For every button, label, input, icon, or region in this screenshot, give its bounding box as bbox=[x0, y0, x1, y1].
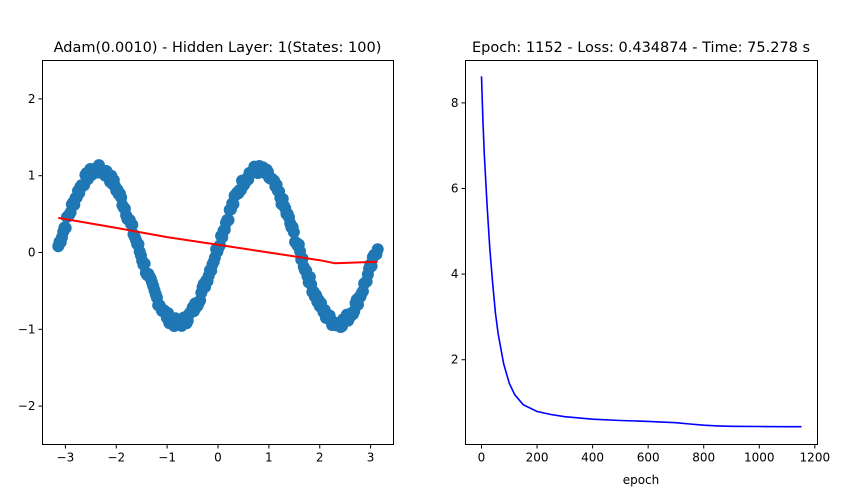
right-x-tick-label: 0 bbox=[478, 451, 486, 465]
right-x-tick-label: 800 bbox=[692, 451, 715, 465]
left-plot-title: Adam(0.0010) - Hidden Layer: 1(States: 1… bbox=[54, 40, 382, 56]
left-y-tick-label: 0 bbox=[28, 246, 36, 260]
loss-curve bbox=[480, 76, 802, 428]
scatter-point bbox=[365, 260, 378, 273]
left-panel: Adam(0.0010) - Hidden Layer: 1(States: 1… bbox=[18, 40, 394, 465]
scatter-point bbox=[287, 226, 300, 239]
right-y-tick-label: 2 bbox=[451, 353, 459, 367]
scatter-point bbox=[126, 218, 139, 231]
right-plot-title: Epoch: 1152 - Loss: 0.434874 - Time: 75.… bbox=[472, 40, 810, 56]
left-y-tick-label: 2 bbox=[28, 92, 36, 106]
left-x-tick-label: −2 bbox=[107, 451, 125, 465]
left-x-tick-label: −1 bbox=[158, 451, 176, 465]
left-y-tick-label: 1 bbox=[28, 169, 36, 183]
left-x-tick-label: 0 bbox=[214, 451, 222, 465]
left-x-tick-label: 2 bbox=[316, 451, 324, 465]
right-x-tick-label: 1200 bbox=[800, 451, 831, 465]
scatter-points bbox=[52, 159, 384, 334]
right-plot-area: 0 200 400 600 800 1000 1200 2 4 6 8 bbox=[451, 76, 831, 465]
scatter-point bbox=[371, 243, 384, 256]
right-y-tick-label: 8 bbox=[451, 96, 459, 110]
right-x-tick-label: 400 bbox=[581, 451, 604, 465]
right-x-tick-label: 200 bbox=[526, 451, 549, 465]
right-y-tick-label: 4 bbox=[451, 267, 459, 281]
fit-line bbox=[58, 216, 378, 265]
scatter-point bbox=[59, 221, 72, 234]
left-x-tick-label: −3 bbox=[57, 451, 75, 465]
left-plot-area: −3 −2 −1 0 1 2 3 −2 −1 0 1 2 bbox=[18, 92, 384, 465]
right-plot-frame bbox=[465, 60, 818, 445]
right-x-tick-label: 1000 bbox=[744, 451, 775, 465]
left-x-tick-label: 1 bbox=[265, 451, 273, 465]
left-y-tick-label: −1 bbox=[18, 322, 36, 336]
right-panel: Epoch: 1152 - Loss: 0.434874 - Time: 75.… bbox=[451, 40, 830, 487]
left-y-tick-label: −2 bbox=[18, 399, 36, 413]
scatter-point bbox=[138, 257, 151, 270]
left-x-tick-label: 3 bbox=[367, 451, 375, 465]
right-x-tick-label: 600 bbox=[637, 451, 660, 465]
right-x-axis-label: epoch bbox=[623, 473, 660, 487]
scatter-point bbox=[222, 214, 235, 227]
left-plot-frame bbox=[42, 60, 394, 445]
right-y-tick-label: 6 bbox=[451, 182, 459, 196]
